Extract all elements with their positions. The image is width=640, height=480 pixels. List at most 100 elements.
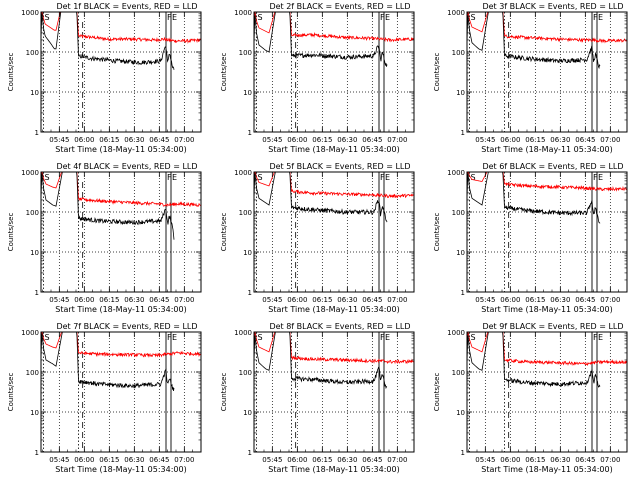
y-tick-label: 1000 bbox=[447, 169, 465, 177]
x-axis-label: Start Time (18-May-11 05:34:00) bbox=[268, 465, 399, 474]
y-tick-label: 1000 bbox=[447, 329, 465, 337]
y-tick-label: 1 bbox=[248, 289, 252, 297]
y-tick-label: 1 bbox=[461, 129, 465, 137]
panel-det-4: Det 4f BLACK = Events, RED = LLD Counts/s… bbox=[7, 162, 202, 314]
x-tick-label: 06:00 bbox=[287, 296, 307, 304]
panel-title: Det 5f BLACK = Events, RED = LLD bbox=[269, 162, 410, 171]
y-tick-label: 10 bbox=[243, 89, 252, 97]
panel-title: Det 7f BLACK = Events, RED = LLD bbox=[56, 322, 197, 331]
x-tick-label: 05:45 bbox=[475, 456, 495, 464]
x-tick-label: 06:15 bbox=[99, 136, 119, 144]
x-tick-label: 06:15 bbox=[99, 296, 119, 304]
x-tick-label: 06:15 bbox=[525, 296, 545, 304]
x-axis-label: Start Time (18-May-11 05:34:00) bbox=[55, 465, 186, 474]
y-axis-label: Counts/sec bbox=[7, 373, 15, 412]
x-tick-label: 06:45 bbox=[149, 136, 169, 144]
events-trace bbox=[41, 12, 175, 70]
marker-label-f: F bbox=[380, 13, 385, 22]
x-tick-label: 06:45 bbox=[149, 456, 169, 464]
y-tick-label: 100 bbox=[239, 209, 252, 217]
plot-frame bbox=[253, 171, 415, 293]
panel-det-5: Det 5f BLACK = Events, RED = LLD Counts/s… bbox=[220, 162, 415, 314]
marker-label-e: E bbox=[385, 13, 390, 22]
marker-label-f: F bbox=[167, 173, 172, 182]
x-tick-label: 06:30 bbox=[550, 136, 570, 144]
x-tick-label: 05:45 bbox=[262, 296, 282, 304]
panel-title: Det 4f BLACK = Events, RED = LLD bbox=[56, 162, 197, 171]
x-tick-label: 06:30 bbox=[337, 136, 357, 144]
y-tick-label: 1000 bbox=[21, 329, 39, 337]
events-trace bbox=[467, 12, 601, 70]
panel-title: Det 8f BLACK = Events, RED = LLD bbox=[269, 322, 410, 331]
events-trace bbox=[467, 172, 601, 224]
x-axis-label: Start Time (18-May-11 05:34:00) bbox=[268, 305, 399, 314]
panel-det-1: Det 1f BLACK = Events, RED = LLD Counts/s… bbox=[7, 2, 202, 154]
marker-label-s: S bbox=[258, 333, 263, 342]
plot-frame bbox=[466, 11, 628, 133]
panel-title: Det 2f BLACK = Events, RED = LLD bbox=[269, 2, 410, 11]
x-tick-label: 07:00 bbox=[600, 456, 620, 464]
panel-title: Det 1f BLACK = Events, RED = LLD bbox=[56, 2, 197, 11]
marker-label-s: S bbox=[45, 13, 50, 22]
y-tick-label: 100 bbox=[452, 369, 465, 377]
marker-label-f: F bbox=[380, 333, 385, 342]
x-tick-label: 05:45 bbox=[262, 136, 282, 144]
x-tick-label: 07:00 bbox=[387, 136, 407, 144]
marker-label-f: F bbox=[593, 333, 598, 342]
lld-trace bbox=[254, 12, 414, 43]
y-axis-label: Counts/sec bbox=[7, 53, 15, 92]
plot-frame bbox=[253, 11, 415, 133]
events-trace bbox=[254, 172, 388, 223]
x-tick-label: 07:00 bbox=[174, 296, 194, 304]
x-tick-label: 07:00 bbox=[600, 136, 620, 144]
x-tick-label: 05:45 bbox=[475, 136, 495, 144]
lld-trace bbox=[467, 12, 627, 44]
y-tick-label: 100 bbox=[26, 369, 39, 377]
y-axis-label: Counts/sec bbox=[220, 53, 228, 92]
marker-label-e: E bbox=[598, 333, 603, 342]
marker-label-e: E bbox=[598, 173, 603, 182]
x-tick-label: 06:15 bbox=[312, 296, 332, 304]
y-axis-label: Counts/sec bbox=[433, 53, 441, 92]
y-tick-label: 1000 bbox=[234, 9, 252, 17]
plot-frame bbox=[40, 171, 202, 293]
panel-det-2: Det 2f BLACK = Events, RED = LLD Counts/s… bbox=[220, 2, 415, 154]
panel-title: Det 9f BLACK = Events, RED = LLD bbox=[482, 322, 623, 331]
lld-trace bbox=[41, 172, 201, 208]
events-trace bbox=[254, 12, 388, 67]
x-tick-label: 06:45 bbox=[149, 296, 169, 304]
panel-title: Det 6f BLACK = Events, RED = LLD bbox=[482, 162, 623, 171]
lld-trace bbox=[41, 332, 201, 358]
y-tick-label: 1 bbox=[35, 449, 39, 457]
y-axis-label: Counts/sec bbox=[220, 213, 228, 252]
y-tick-label: 1 bbox=[35, 289, 39, 297]
panel-det-6: Det 6f BLACK = Events, RED = LLD Counts/s… bbox=[433, 162, 628, 314]
y-tick-label: 100 bbox=[452, 209, 465, 217]
x-tick-label: 06:30 bbox=[124, 456, 144, 464]
marker-label-s: S bbox=[258, 173, 263, 182]
y-tick-label: 10 bbox=[456, 89, 465, 97]
x-tick-label: 06:00 bbox=[74, 136, 94, 144]
lld-trace bbox=[254, 172, 414, 199]
marker-label-e: E bbox=[598, 13, 603, 22]
y-tick-label: 1000 bbox=[21, 9, 39, 17]
y-tick-label: 10 bbox=[456, 249, 465, 257]
panel-det-3: Det 3f BLACK = Events, RED = LLD Counts/s… bbox=[433, 2, 628, 154]
x-tick-label: 05:45 bbox=[262, 456, 282, 464]
x-tick-label: 07:00 bbox=[387, 456, 407, 464]
x-tick-label: 07:00 bbox=[174, 456, 194, 464]
x-tick-label: 06:45 bbox=[575, 136, 595, 144]
x-tick-label: 07:00 bbox=[174, 136, 194, 144]
y-tick-label: 10 bbox=[30, 89, 39, 97]
y-tick-label: 1 bbox=[35, 129, 39, 137]
y-tick-label: 1000 bbox=[447, 9, 465, 17]
x-tick-label: 06:30 bbox=[124, 136, 144, 144]
x-tick-label: 06:45 bbox=[362, 456, 382, 464]
panel-title: Det 3f BLACK = Events, RED = LLD bbox=[482, 2, 623, 11]
x-tick-label: 06:45 bbox=[575, 296, 595, 304]
plot-frame bbox=[40, 11, 202, 133]
marker-label-f: F bbox=[167, 333, 172, 342]
x-tick-label: 05:45 bbox=[49, 136, 69, 144]
marker-label-f: F bbox=[593, 173, 598, 182]
